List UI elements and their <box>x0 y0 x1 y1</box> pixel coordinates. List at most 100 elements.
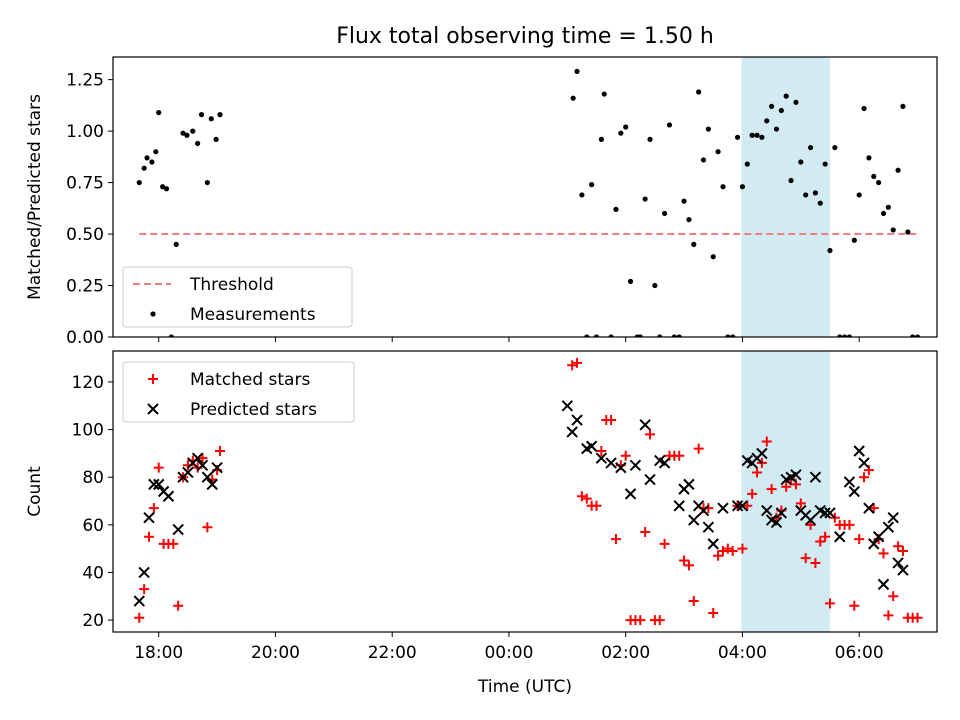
data-point <box>819 507 831 519</box>
data-point <box>720 184 726 190</box>
data-point <box>623 124 629 130</box>
data-point <box>691 241 697 247</box>
data-point <box>153 462 164 473</box>
data-point <box>644 473 656 486</box>
data-point <box>737 543 748 554</box>
y-axis-label: Count <box>25 466 45 517</box>
data-point <box>195 140 201 147</box>
legend-label: Predicted stars <box>190 400 317 420</box>
data-point <box>201 471 214 483</box>
series-predicted-stars <box>133 400 909 607</box>
data-point <box>658 457 671 469</box>
data-point <box>173 241 179 247</box>
data-point <box>608 334 614 337</box>
data-point <box>153 478 165 491</box>
y-tick-label: 0.00 <box>66 328 104 348</box>
x-tick-label: 06:00 <box>835 643 884 663</box>
data-point <box>153 149 159 155</box>
data-point <box>803 192 809 198</box>
legend-box <box>122 361 355 423</box>
plot-area <box>136 68 921 337</box>
data-point <box>168 538 179 549</box>
data-point <box>877 578 890 591</box>
data-point <box>752 467 763 478</box>
data-point <box>574 68 580 75</box>
x-tick-label: 22:00 <box>368 643 417 663</box>
data-point <box>168 334 174 337</box>
data-point <box>581 493 592 504</box>
data-point <box>149 159 155 165</box>
data-point <box>162 490 175 502</box>
data-point <box>671 334 677 337</box>
data-point <box>598 136 604 142</box>
data-point <box>591 500 602 511</box>
data-point <box>173 600 184 611</box>
data-point <box>134 612 145 623</box>
data-point <box>570 95 576 101</box>
data-point <box>725 334 731 337</box>
data-point <box>683 478 695 491</box>
data-point <box>136 179 142 186</box>
data-point <box>206 478 218 491</box>
axes-frame <box>112 56 938 338</box>
data-point <box>754 132 760 138</box>
data-point <box>143 511 155 524</box>
data-point <box>217 112 223 118</box>
data-point <box>861 105 867 112</box>
chart-title: Flux total observing time = 1.50 h <box>336 24 714 49</box>
y-tick-label: 0.25 <box>66 277 104 297</box>
data-point <box>561 400 574 412</box>
data-point <box>837 334 843 337</box>
data-point <box>897 564 909 576</box>
data-point <box>163 186 170 192</box>
legend-label: Matched stars <box>190 370 310 390</box>
x-tick-label: 02:00 <box>601 643 650 663</box>
data-point <box>722 543 733 554</box>
legend: Matched stars Predicted stars <box>122 361 355 423</box>
data-point <box>681 198 687 204</box>
data-point <box>878 548 889 559</box>
data-point <box>566 426 578 438</box>
legend-box <box>122 266 353 328</box>
data-point <box>141 165 147 171</box>
data-point <box>654 615 665 626</box>
data-point <box>848 485 861 498</box>
data-point <box>584 334 590 337</box>
data-point <box>747 488 758 499</box>
data-point <box>730 334 736 337</box>
data-point <box>139 584 150 595</box>
data-point <box>734 134 741 140</box>
data-point <box>851 237 857 243</box>
data-point <box>144 155 150 161</box>
y-tick-label: 1.00 <box>66 122 104 142</box>
data-point <box>892 557 904 569</box>
data-point <box>579 192 585 198</box>
data-point <box>849 600 860 611</box>
data-point <box>727 546 738 557</box>
data-point <box>215 446 226 457</box>
data-point <box>686 217 692 223</box>
data-point <box>605 457 617 469</box>
data-point <box>800 553 811 564</box>
data-point <box>854 534 865 545</box>
x-tick-label: 00:00 <box>484 643 533 663</box>
data-point <box>705 126 711 132</box>
data-point <box>887 511 899 524</box>
data-point <box>627 278 634 285</box>
data-point <box>143 531 154 542</box>
data-point <box>824 598 835 609</box>
data-point <box>885 204 891 210</box>
data-point <box>809 471 822 483</box>
data-point <box>715 149 721 155</box>
data-point <box>872 531 885 543</box>
data-point <box>571 414 583 426</box>
data-point <box>844 519 855 530</box>
data-point <box>910 334 916 337</box>
data-point <box>585 440 598 452</box>
data-point <box>846 334 853 337</box>
data-point <box>618 130 624 136</box>
data-point <box>688 514 700 526</box>
data-point <box>822 161 828 167</box>
y-tick-label: 120 <box>72 373 104 393</box>
